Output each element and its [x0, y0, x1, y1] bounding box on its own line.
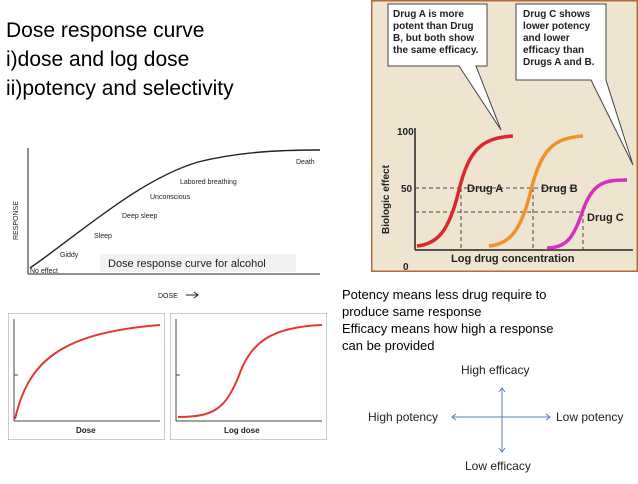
dose-arrow-icon — [186, 291, 199, 299]
stage-sleep: Sleep — [94, 233, 112, 240]
dose-curve — [14, 324, 161, 420]
slide-title: Dose response curve i)dose and log dose … — [6, 16, 234, 103]
tick-50: 50 — [401, 184, 413, 195]
drug-b-curve — [488, 134, 584, 248]
alcohol-curve — [29, 149, 321, 269]
definition-line-3: Efficacy means how high a response — [342, 321, 554, 336]
tick-100: 100 — [397, 127, 414, 138]
log-dose-curve — [177, 324, 323, 418]
definition-line-1: Potency means less drug require to — [342, 287, 547, 302]
definition-line-2: produce same response — [342, 304, 482, 319]
dose-chart: Dose — [7, 312, 166, 441]
stage-giddy: Giddy — [60, 252, 79, 259]
drug-b-label: Drug B — [541, 183, 578, 195]
drug-c-label: Drug C — [587, 212, 624, 224]
quadrant-right: Low potency — [556, 410, 623, 424]
quadrant-left: High potency — [368, 410, 438, 424]
dose-xlabel: Dose — [76, 426, 96, 435]
tick-0: 0 — [403, 262, 409, 272]
drug-xlabel: Log drug concentration — [451, 253, 575, 265]
drug-a-label: Drug A — [467, 183, 503, 195]
potency-efficacy-quadrant: High efficacy Low efficacy High potency … — [360, 360, 638, 479]
callout-c-bubble — [515, 3, 634, 166]
drug-c-curve — [546, 178, 628, 250]
quadrant-top: High efficacy — [461, 363, 529, 377]
stage-unconscious: Unconscious — [150, 194, 191, 201]
stage-deep-sleep: Deep sleep — [122, 213, 158, 220]
caption-background — [100, 254, 296, 272]
alcohol-ylabel: RESPONSE — [13, 201, 20, 240]
alcohol-caption: Dose response curve for alcohol — [108, 258, 266, 270]
alcohol-xlabel: DOSE — [158, 293, 178, 300]
drug-chart: Drug A is more potent than Drug B, but b… — [369, 0, 638, 274]
title-line-2: i)dose and log dose — [6, 48, 190, 71]
title-line-1: Dose response curve — [6, 19, 205, 42]
drug-a-curve — [416, 134, 514, 248]
stage-no-effect: No effect — [30, 268, 58, 275]
alcohol-chart: RESPONSE DOSE No effect Giddy Sleep Deep… — [8, 140, 326, 302]
callout-c-text: Drug C shows lower potency and lower eff… — [523, 9, 595, 68]
quadrant-bottom: Low efficacy — [465, 459, 531, 473]
log-dose-chart: Log dose — [169, 312, 328, 441]
title-line-3: ii)potency and selectivity — [6, 77, 234, 100]
definition-line-4: can be provided — [342, 338, 435, 353]
arrow-down-icon — [498, 447, 506, 453]
callout-a-bubble — [387, 3, 502, 131]
arrow-up-icon — [498, 387, 506, 393]
callout-a-text: Drug A is more potent than Drug B, but b… — [393, 9, 479, 56]
stage-labored-breathing: Labored breathing — [180, 179, 237, 186]
arrow-left-icon — [451, 413, 457, 421]
stage-death: Death — [296, 159, 315, 166]
arrow-right-icon — [545, 413, 551, 421]
log-dose-xlabel: Log dose — [224, 426, 260, 435]
drug-ylabel: Biologic effect — [381, 164, 392, 234]
definitions-text: Potency means less drug require to produ… — [342, 286, 632, 354]
